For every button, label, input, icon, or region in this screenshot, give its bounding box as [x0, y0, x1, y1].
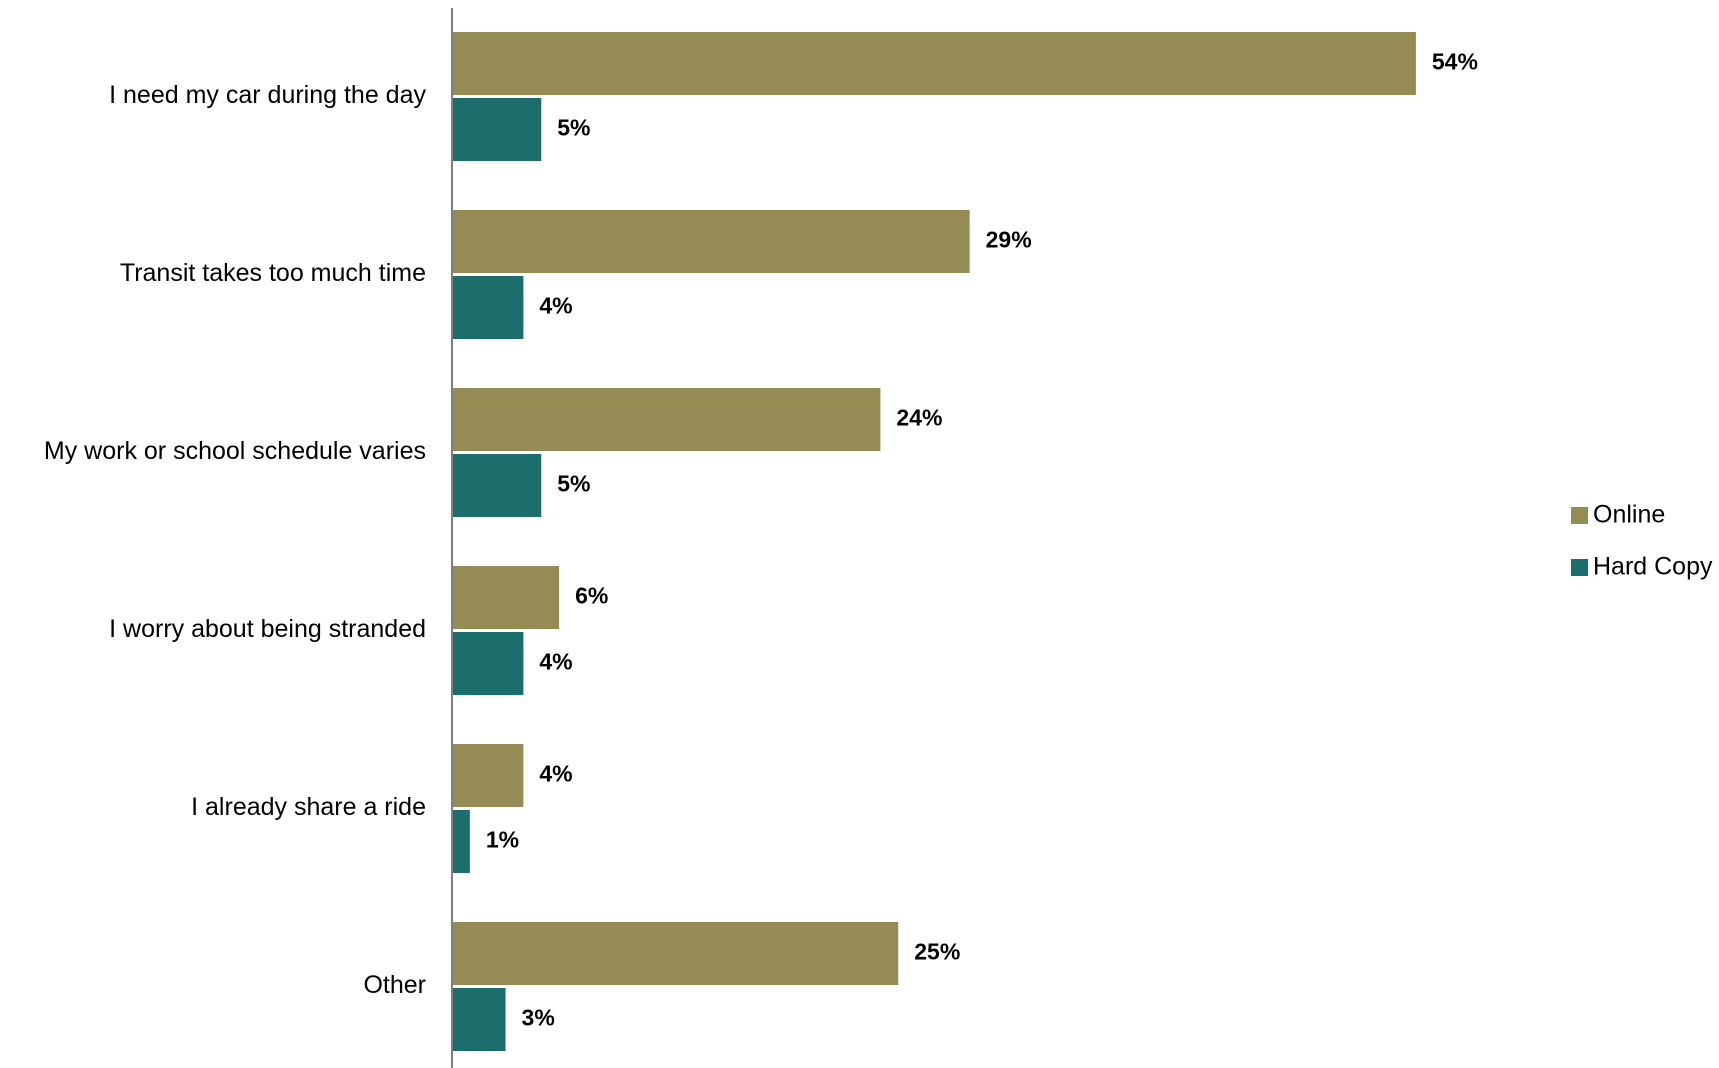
bar-hard-copy-i-need-my-car-during-the-day	[452, 98, 542, 161]
category-label-my-work-or-school-schedule-varies: My work or school schedule varies	[44, 437, 426, 465]
legend: Online Hard Copy	[1571, 501, 1713, 581]
data-label-online-transit-takes-too-much-time: 29%	[986, 227, 1032, 253]
plot-area: I need my car during the day 54% 5% Transit…	[44, 32, 1478, 1051]
bar-online-transit-takes-too-much-time	[452, 210, 970, 273]
bar-online-i-need-my-car-during-the-day	[452, 32, 1416, 95]
bar-hard-copy-my-work-or-school-schedule-varies	[452, 454, 542, 517]
category-label-i-already-share-a-ride: I already share a ride	[191, 793, 426, 821]
bar-online-other	[452, 922, 899, 985]
bar-online-i-worry-about-being-stranded	[452, 566, 560, 629]
data-label-online-my-work-or-school-schedule-varies: 24%	[896, 405, 942, 431]
data-label-online-i-worry-about-being-stranded: 6%	[575, 583, 608, 609]
legend-label-online: Online	[1593, 501, 1665, 529]
bar-hard-copy-other	[452, 988, 506, 1051]
category-label-transit-takes-too-much-time: Transit takes too much time	[120, 259, 426, 287]
category-label-i-worry-about-being-stranded: I worry about being stranded	[109, 615, 426, 643]
data-label-online-other: 25%	[914, 939, 960, 965]
data-label-online-i-already-share-a-ride: 4%	[539, 761, 572, 787]
legend-swatch-online	[1571, 507, 1588, 524]
data-label-hard-copy-other: 3%	[522, 1005, 555, 1031]
data-label-hard-copy-my-work-or-school-schedule-varies: 5%	[557, 471, 590, 497]
data-label-hard-copy-i-need-my-car-during-the-day: 5%	[557, 115, 590, 141]
data-label-hard-copy-transit-takes-too-much-time: 4%	[539, 293, 572, 319]
data-label-hard-copy-i-already-share-a-ride: 1%	[486, 827, 519, 853]
category-label-i-need-my-car-during-the-day: I need my car during the day	[109, 81, 426, 109]
bar-hard-copy-i-already-share-a-ride	[452, 810, 470, 873]
bar-hard-copy-i-worry-about-being-stranded	[452, 632, 524, 695]
bar-hard-copy-transit-takes-too-much-time	[452, 276, 524, 339]
legend-swatch-hard-copy	[1571, 559, 1588, 576]
legend-label-hard-copy: Hard Copy	[1593, 553, 1713, 581]
data-label-online-i-need-my-car-during-the-day: 54%	[1432, 49, 1478, 75]
bar-online-i-already-share-a-ride	[452, 744, 524, 807]
category-label-other: Other	[363, 971, 426, 999]
data-label-hard-copy-i-worry-about-being-stranded: 4%	[539, 649, 572, 675]
bar-online-my-work-or-school-schedule-varies	[452, 388, 881, 451]
